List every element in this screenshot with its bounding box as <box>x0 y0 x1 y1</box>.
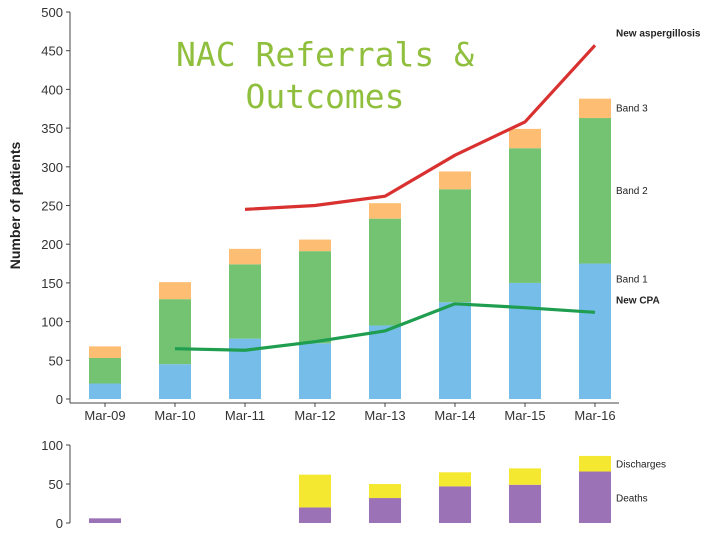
main-chart: 0 50 100 150 200 250 300 350 400 450 500 Mar-09 Mar-… <box>7 5 701 423</box>
bar-band-1-mar-13 <box>369 325 401 399</box>
label-band-3: Band 3 <box>616 103 648 114</box>
y-tick-label: 500 <box>41 5 63 20</box>
x-tick-label: Mar-13 <box>364 408 405 423</box>
bar-band-3-mar-12 <box>299 239 331 252</box>
bar-deaths-mar-15 <box>509 484 541 523</box>
label-discharges: Discharges <box>616 460 666 471</box>
bar-deaths-mar-12 <box>299 507 331 523</box>
bar-deaths-mar-09 <box>89 518 121 523</box>
x-tick-label: Mar-15 <box>504 408 545 423</box>
bar-band-1-mar-10 <box>159 364 191 399</box>
bar-band-2-mar-16 <box>579 118 611 264</box>
y-tick-label: 250 <box>41 199 63 214</box>
y-tick-label: 450 <box>41 44 63 59</box>
bar-band-1-mar-14 <box>439 302 471 399</box>
y-tick-label: 100 <box>41 315 63 330</box>
bar-band-1-mar-12 <box>299 343 331 399</box>
line-new-aspergillosis <box>244 44 597 211</box>
bar-band-3-mar-11 <box>229 248 261 265</box>
bar-band-3-mar-14 <box>439 171 471 190</box>
bar-deaths-mar-13 <box>369 498 401 523</box>
y-tick-label: 0 <box>56 392 63 407</box>
bar-band-3-mar-09 <box>89 346 121 358</box>
bar-band-3-mar-16 <box>579 98 611 119</box>
x-tick-label: Mar-11 <box>225 408 265 423</box>
label-deaths: Deaths <box>616 493 648 504</box>
small-y-tick-label: 100 <box>41 438 63 453</box>
title-text: NAC Referrals & Outcomes <box>176 35 474 116</box>
bar-band-2-mar-11 <box>229 264 261 339</box>
x-tick-label: Mar-12 <box>294 408 335 423</box>
bar-band-1-mar-15 <box>509 282 541 399</box>
bar-band-2-mar-09 <box>89 357 121 384</box>
chart-title: NAC Referrals & Outcomes <box>176 35 474 116</box>
small-y-tick-label: 50 <box>49 477 63 492</box>
bar-band-2-mar-15 <box>509 148 541 283</box>
x-tick-label: Mar-09 <box>84 408 125 423</box>
bar-discharges-mar-14 <box>439 472 471 487</box>
bar-band-3-mar-13 <box>369 203 401 219</box>
x-tick-label: Mar-14 <box>434 408 475 423</box>
label-band-1: Band 1 <box>616 275 648 286</box>
label-new-cpa: New CPA <box>616 295 660 306</box>
bar-band-2-mar-14 <box>439 189 471 303</box>
bar-discharges-mar-12 <box>299 474 331 508</box>
bar-deaths-mar-14 <box>439 486 471 523</box>
bar-band-1-mar-09 <box>89 383 121 399</box>
bar-discharges-mar-15 <box>509 468 541 485</box>
y-tick-label: 50 <box>49 353 63 368</box>
bar-band-1-mar-16 <box>579 263 611 399</box>
bar-deaths-mar-16 <box>579 471 611 523</box>
small-y-tick-label: 0 <box>56 516 63 531</box>
y-tick-label: 300 <box>41 160 63 175</box>
bar-band-3-mar-10 <box>159 282 191 300</box>
outcomes-chart: 0 50 100 Deaths Discharges <box>41 438 666 531</box>
y-tick-label: 200 <box>41 237 63 252</box>
bar-band-3-mar-15 <box>509 128 541 149</box>
x-tick-label: Mar-16 <box>574 408 615 423</box>
bar-band-2-mar-13 <box>369 218 401 326</box>
x-tick-label: Mar-10 <box>154 408 195 423</box>
y-tick-label: 350 <box>41 121 63 136</box>
label-new-aspergillosis: New aspergillosis <box>616 28 701 39</box>
bar-band-2-mar-10 <box>159 299 191 365</box>
bar-band-2-mar-12 <box>299 251 331 344</box>
y-tick-label: 150 <box>41 276 63 291</box>
bar-discharges-mar-13 <box>369 484 401 499</box>
line-new-cpa <box>174 302 596 352</box>
y-axis-label: Number of patients <box>7 142 23 270</box>
y-tick-label: 400 <box>41 82 63 97</box>
bar-discharges-mar-16 <box>579 455 611 472</box>
label-band-2: Band 2 <box>616 186 648 197</box>
